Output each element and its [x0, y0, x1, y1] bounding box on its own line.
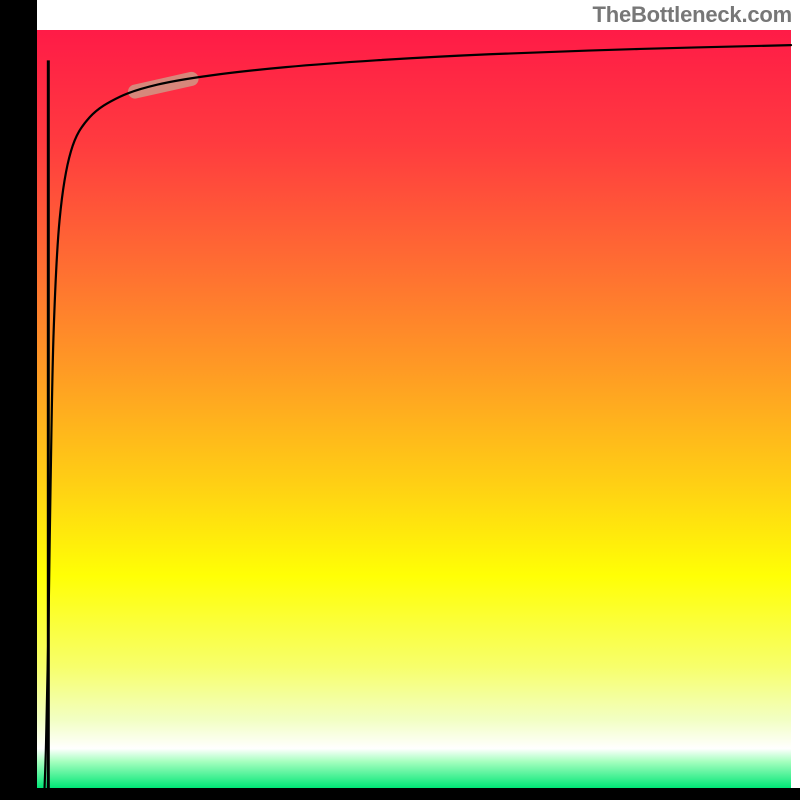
x-axis-band	[0, 788, 800, 800]
chart-svg	[0, 0, 800, 800]
y-axis-band	[0, 0, 37, 800]
plot-background	[37, 30, 791, 788]
chart-root: TheBottleneck.com	[0, 0, 800, 800]
source-attribution: TheBottleneck.com	[592, 2, 792, 28]
